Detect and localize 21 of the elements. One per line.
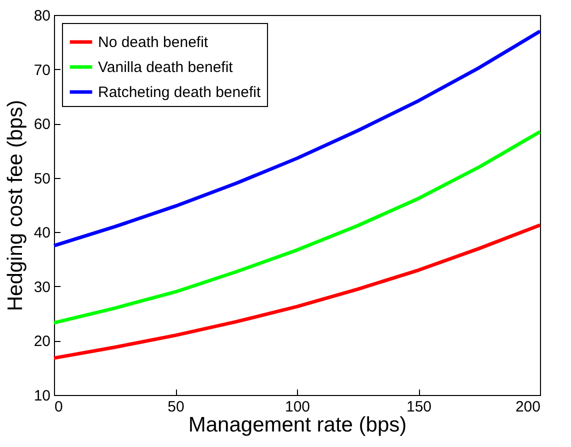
x-tick-label: 200: [515, 398, 540, 416]
line-series: [52, 130, 542, 325]
x-axis-title: Management rate (bps): [188, 414, 407, 436]
y-axis-title: Hedging cost fee (bps): [4, 100, 27, 312]
y-tick-label: 10: [34, 388, 50, 404]
y-tick-label: 20: [34, 333, 50, 350]
legend-label: No death benefit: [98, 34, 209, 51]
y-tick-label: 50: [34, 170, 50, 188]
y-tick-label: 80: [34, 8, 50, 24]
x-tick-label: 150: [406, 398, 432, 416]
y-tick-label: 70: [34, 62, 50, 79]
x-tick-label: 50: [168, 398, 184, 416]
y-tick-label: 30: [34, 278, 50, 296]
y-tick-label: 60: [34, 116, 50, 134]
legend-label: Vanilla death benefit: [98, 59, 234, 76]
line-series: [52, 30, 542, 248]
line-series: [52, 223, 542, 360]
x-tick-label: 100: [284, 398, 310, 416]
y-tick-label: 40: [34, 224, 50, 242]
x-tick-label: 0: [54, 398, 63, 416]
legend-label: Ratcheting death benefit: [98, 84, 262, 101]
